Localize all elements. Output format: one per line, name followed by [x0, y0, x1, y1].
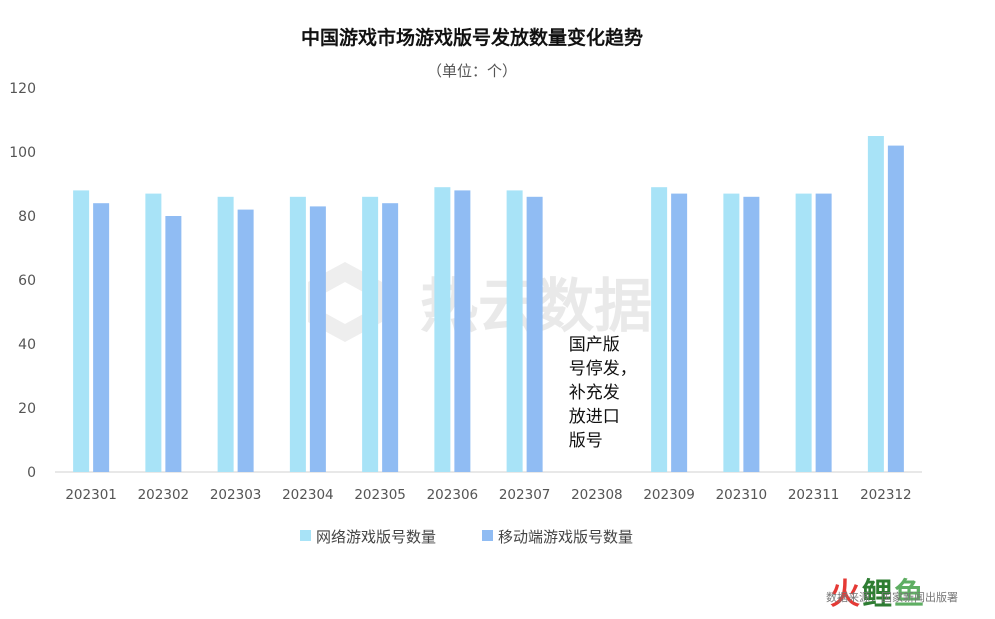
bars-group [73, 136, 904, 473]
y-tick-label: 20 [18, 401, 36, 417]
y-axis-ticks: 0 20 40 60 80 100 120 [9, 81, 36, 481]
bar-online-202305 [362, 196, 379, 473]
annotation-line: 放进口 [569, 407, 620, 427]
brand-logo-mark-3: 鱼 [894, 577, 924, 612]
bar-online-202306 [434, 187, 451, 472]
bar-online-202303 [217, 196, 234, 473]
x-tick-label: 202309 [643, 487, 695, 503]
chart-title: 中国游戏市场游戏版号发放数量变化趋势 [301, 26, 643, 49]
bar-mobile-202306 [454, 190, 471, 472]
y-tick-label: 120 [9, 81, 36, 97]
bar-online-202310 [723, 193, 740, 472]
x-tick-label: 202311 [788, 487, 840, 503]
x-tick-label: 202312 [860, 487, 912, 503]
bar-online-202311 [795, 193, 812, 472]
y-tick-label: 40 [18, 337, 36, 353]
x-axis-labels: 202301 202302 202303 202304 202305 202306 2023… [65, 487, 911, 503]
y-tick-label: 60 [18, 273, 36, 289]
bar-online-202307 [506, 190, 523, 472]
legend-label-online: 网络游戏版号数量 [316, 528, 436, 546]
x-tick-label: 202303 [210, 487, 262, 503]
legend-swatch-online [300, 530, 311, 541]
bar-online-202301 [73, 190, 90, 472]
brand-logo-mark-2: 鲤 [862, 577, 892, 612]
y-tick-label: 100 [9, 145, 36, 161]
annotation-line: 版号 [569, 431, 603, 451]
x-tick-label: 202307 [499, 487, 551, 503]
annotation-line: 国产版 [569, 335, 620, 355]
bar-mobile-202307 [526, 196, 543, 473]
watermark: 热云数据 [308, 262, 652, 342]
bar-online-202302 [145, 193, 162, 472]
bar-mobile-202309 [671, 193, 688, 472]
legend: 网络游戏版号数量 移动端游戏版号数量 [300, 528, 633, 546]
x-tick-label: 202308 [571, 487, 623, 503]
chart-subtitle: （单位：个） [427, 62, 517, 80]
y-tick-label: 0 [27, 465, 36, 481]
annotation-line: 号停发， [569, 359, 637, 379]
legend-label-mobile: 移动端游戏版号数量 [498, 528, 633, 546]
bar-mobile-202312 [887, 145, 904, 472]
bar-mobile-202304 [309, 206, 326, 472]
legend-swatch-mobile [482, 530, 493, 541]
bar-mobile-202310 [743, 196, 760, 473]
source-note: 数据来源：国家新闻出版署 [826, 590, 958, 604]
bar-mobile-202311 [815, 193, 832, 472]
x-tick-label: 202306 [427, 487, 479, 503]
bar-mobile-202301 [93, 203, 110, 472]
annotation-line: 补充发 [569, 383, 620, 403]
brand-logo-mark: 火 [830, 577, 860, 612]
bar-mobile-202303 [237, 209, 254, 472]
x-tick-label: 202305 [354, 487, 406, 503]
x-tick-label: 202304 [282, 487, 334, 503]
x-tick-label: 202302 [138, 487, 190, 503]
bar-online-202304 [289, 196, 306, 473]
y-tick-label: 80 [18, 209, 36, 225]
bar-mobile-202302 [165, 216, 182, 472]
brand-logo: 火 鲤 鱼 [830, 577, 924, 612]
bar-online-202312 [867, 136, 884, 472]
bar-mobile-202305 [382, 203, 399, 472]
x-tick-label: 202301 [65, 487, 117, 503]
bar-online-202309 [651, 187, 668, 472]
x-tick-label: 202310 [716, 487, 768, 503]
